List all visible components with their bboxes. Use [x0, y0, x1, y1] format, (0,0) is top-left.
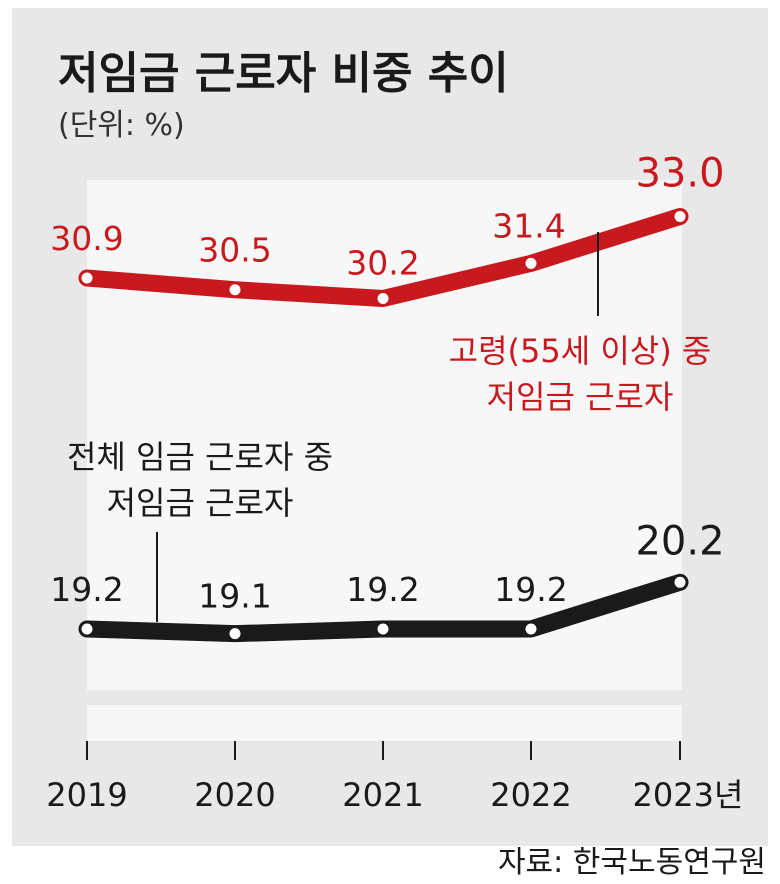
data-label-1-3: 19.2 — [494, 570, 567, 609]
data-point-0-4 — [672, 208, 688, 224]
series-annotation-total: 전체 임금 근로자 중 저임금 근로자 — [67, 438, 333, 622]
x-tick-label-2: 2021 — [342, 776, 423, 814]
x-axis-ticks: 2019 2020 2021 2022 2023년 — [46, 741, 743, 814]
x-tick-label-3: 2022 — [490, 776, 571, 814]
annotation-elderly-line-2: 저임금 근로자 — [487, 378, 674, 416]
source-note: 자료: 한국노동연구원 — [498, 845, 766, 880]
series-annotation-elderly: 고령(55세 이상) 중 저임금 근로자 — [449, 232, 712, 416]
data-label-0-3: 31.4 — [492, 206, 565, 245]
chart-title: 저임금 근로자 비중 추이 — [58, 48, 509, 99]
x-tick-label-4: 2023년 — [633, 776, 744, 814]
x-tick-label-1: 2020 — [194, 776, 275, 814]
data-point-0-0 — [79, 270, 95, 286]
annotation-total-line-1: 전체 임금 근로자 중 — [67, 438, 333, 476]
data-point-1-1 — [227, 626, 243, 642]
data-label-1-0: 19.2 — [50, 570, 123, 609]
unit-label: (단위: %) — [58, 108, 185, 143]
data-point-0-1 — [227, 282, 243, 298]
data-point-0-3 — [523, 255, 539, 271]
data-label-1-4: 20.2 — [635, 518, 724, 564]
data-label-1-2: 19.2 — [346, 570, 419, 609]
data-label-0-0: 30.9 — [50, 219, 123, 258]
data-point-1-2 — [375, 621, 391, 637]
data-label-0-2: 30.2 — [346, 244, 419, 283]
data-label-0-4: 33.0 — [635, 150, 724, 196]
data-label-1-1: 19.1 — [198, 577, 271, 616]
axis-band — [87, 705, 682, 741]
data-label-0-1: 30.5 — [198, 231, 271, 270]
data-point-1-4 — [672, 574, 688, 590]
x-tick-label-0: 2019 — [46, 776, 127, 814]
data-point-1-3 — [523, 621, 539, 637]
series-layer: 30.9 30.5 30.2 31.4 33.0 19.2 19.1 19.2 19.2 20.2 — [50, 150, 725, 643]
series-1: 19.2 19.1 19.2 19.2 20.2 — [50, 518, 725, 643]
data-point-1-0 — [79, 621, 95, 637]
annotation-total-line-2: 저임금 근로자 — [107, 484, 294, 522]
annotation-elderly-line-1: 고령(55세 이상) 중 — [449, 332, 712, 370]
series-0: 30.9 30.5 30.2 31.4 33.0 — [50, 150, 725, 308]
data-point-0-2 — [375, 291, 391, 307]
